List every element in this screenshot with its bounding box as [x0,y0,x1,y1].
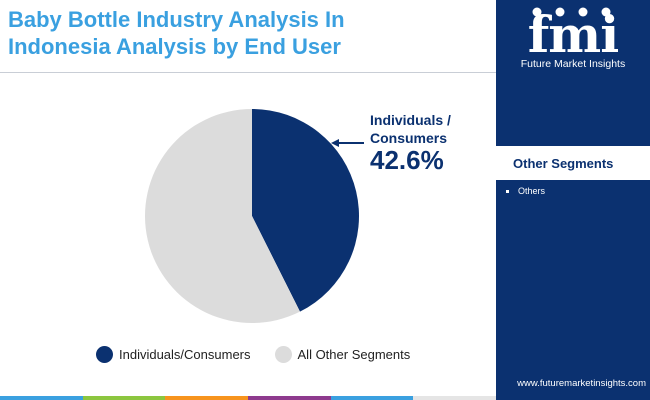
callout-label-line-2: Consumers [370,130,448,146]
pie-slice-all-other-segments [144,109,300,323]
title-line-1: Baby Bottle Industry Analysis In [8,7,345,32]
callout-label: Individuals / Consumers [370,111,451,147]
segment-item-label: Others [518,186,546,196]
pie-chart [144,109,364,323]
callout-arrow-head [331,139,339,147]
legend-swatch-individuals [96,346,113,363]
sidebar: fmi Future Market Insights Other Segment… [496,0,650,400]
legend-swatch-other [274,346,292,363]
legend-item-other: All Other Segments [274,346,411,363]
segment-item: Others [506,186,545,196]
page-title: Baby Bottle Industry Analysis In Indones… [8,6,478,60]
other-segments-header: Other Segments [496,146,650,180]
logo-icons [532,7,611,17]
chart-legend: Individuals/Consumers All Other Segments [96,346,434,363]
website-url: www.futuremarketinsights.com [517,378,646,389]
callout-label-line-1: Individuals / [370,112,451,128]
legend-label-individuals: Individuals/Consumers [119,347,251,362]
legend-item-individuals: Individuals/Consumers [96,346,251,363]
legend-label-other: All Other Segments [297,347,411,362]
bullet-icon [506,190,509,194]
pie-slice-individuals-consumers [252,109,359,312]
brand-name: Future Market Insights [520,58,626,70]
fmi-logo: fmi [527,5,619,64]
other-segments-title: Other Segments [513,156,614,171]
callout-value: 42.6% [370,145,444,175]
title-line-2: Indonesia Analysis by End User [8,34,341,59]
bottom-color-bar [0,396,497,400]
header-divider [0,72,496,73]
